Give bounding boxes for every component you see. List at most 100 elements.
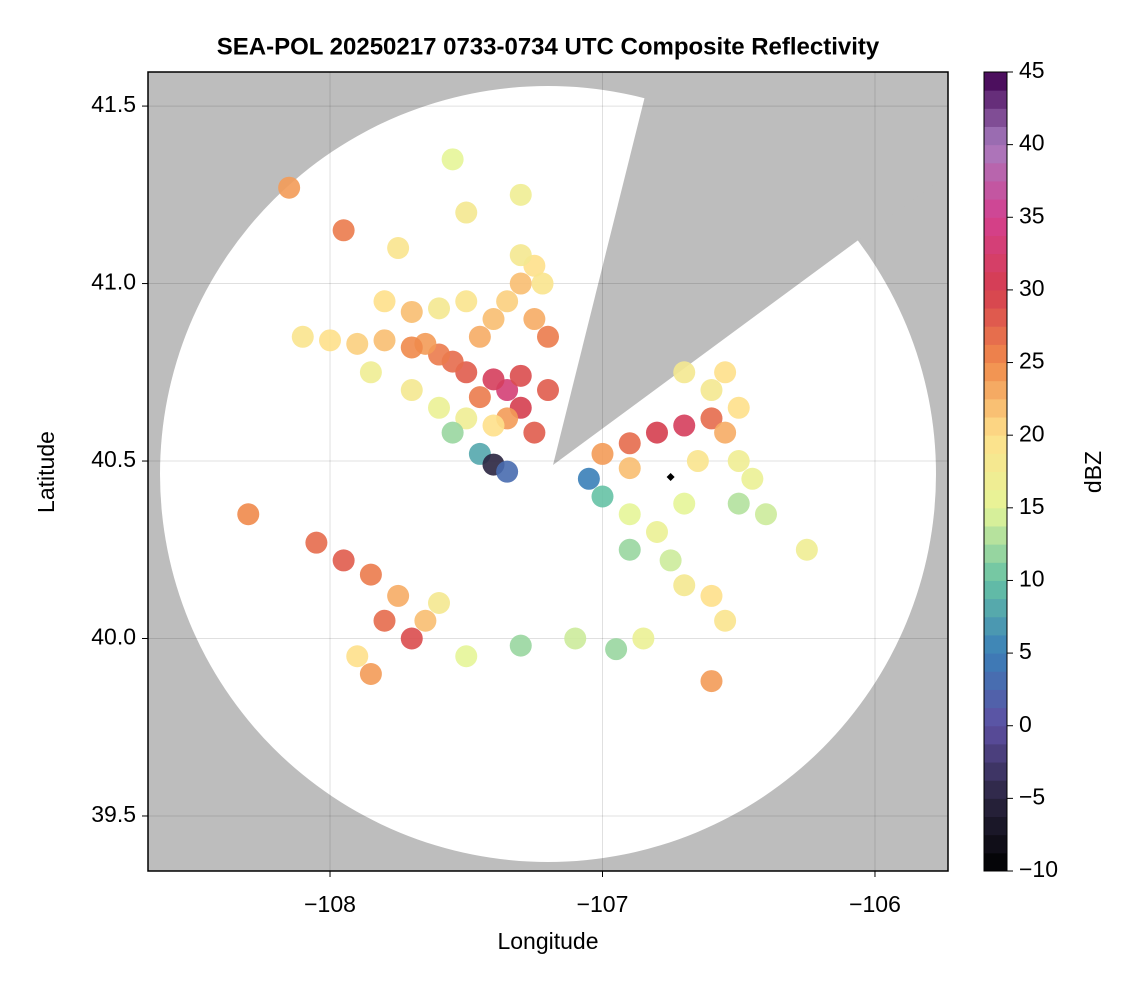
colorbar-band (984, 453, 1007, 472)
plot-frame (147, 71, 949, 872)
colorbar-tick-label: −5 (1019, 783, 1045, 809)
colorbar-band (984, 162, 1007, 182)
echo-cell (346, 645, 369, 668)
echo-cell (673, 574, 696, 597)
echo-cell (591, 485, 614, 508)
colorbar-band (984, 580, 1007, 600)
y-axis-label: Latitude (33, 431, 59, 513)
colorbar-tick-label: 20 (1019, 420, 1045, 446)
colorbar-band (984, 289, 1007, 309)
colorbar-band (984, 180, 1007, 200)
colorbar-tick-label: 15 (1019, 493, 1045, 519)
colorbar-band (984, 653, 1007, 672)
echo-cell (673, 361, 696, 384)
colorbar-band (984, 780, 1007, 799)
echo-cell (482, 368, 505, 391)
colorbar-band (984, 816, 1007, 836)
colorbar-band (984, 308, 1007, 327)
echo-cell (714, 421, 737, 444)
echo-cell (754, 503, 777, 526)
echo-cell (531, 272, 554, 295)
colorbar-band (984, 671, 1007, 690)
colorbar-band (984, 489, 1007, 509)
y-tick-label: 40.5 (91, 446, 136, 472)
colorbar-band (984, 507, 1007, 527)
colorbar-band (984, 689, 1007, 709)
echo-cell (305, 531, 328, 554)
echo-cell (618, 432, 641, 455)
colorbar-tick-label: 45 (1019, 57, 1045, 83)
echo-cell (645, 421, 668, 444)
echo-cell (414, 609, 437, 632)
colorbar-band (984, 380, 1007, 400)
echo-cell (400, 300, 423, 323)
echo-cell (605, 638, 628, 661)
colorbar-band (984, 834, 1007, 854)
colorbar-band (984, 108, 1007, 127)
echo-cell (673, 414, 696, 437)
echo-cell (509, 183, 532, 206)
echo-cell (509, 364, 532, 387)
echo-cell (373, 329, 396, 352)
echo-cell (523, 308, 546, 331)
echo-cell (400, 379, 423, 402)
colorbar-tick-label: 40 (1019, 130, 1045, 156)
echo-cell (441, 148, 464, 171)
colorbar-band (984, 471, 1007, 491)
echo-cell (400, 336, 423, 359)
echo-cell (509, 634, 532, 657)
chart-title: SEA-POL 20250217 0733-0734 UTC Composite… (217, 33, 880, 60)
colorbar-band (984, 90, 1007, 109)
echo-cell (618, 503, 641, 526)
echo-cell (291, 325, 314, 348)
echo-cell (455, 290, 478, 313)
echo-cell (727, 450, 750, 473)
colorbar-band (984, 344, 1007, 364)
echo-cell (523, 421, 546, 444)
echo-cell (727, 492, 750, 515)
echo-cell (387, 237, 410, 260)
colorbar-band (984, 417, 1007, 436)
echo-cell (359, 563, 382, 586)
y-tick-label: 41.5 (91, 91, 136, 117)
colorbar-band (984, 199, 1007, 218)
echo-cell (591, 442, 614, 465)
echo-cell (278, 176, 301, 199)
echo-cell (428, 297, 451, 320)
echo-cell (564, 627, 587, 650)
echo-cell (577, 467, 600, 490)
echo-cell (496, 290, 519, 313)
echo-cell (727, 396, 750, 419)
echo-cell (319, 329, 342, 352)
echo-cell (373, 609, 396, 632)
colorbar-band (984, 271, 1007, 291)
echo-cell (359, 361, 382, 384)
colorbar-band (984, 253, 1007, 273)
echo-cell (482, 308, 505, 331)
colorbar-tick-label: 5 (1019, 638, 1032, 664)
colorbar-band (984, 762, 1007, 781)
echo-cell (468, 386, 491, 409)
echo-cell (700, 670, 723, 693)
colorbar-band (984, 525, 1007, 545)
colorbar-tick-label: 10 (1019, 566, 1045, 592)
colorbar-band (984, 217, 1007, 236)
echo-cell (468, 325, 491, 348)
echo-cell (659, 549, 682, 572)
colorbar-band (984, 852, 1007, 872)
x-tick-label: −107 (577, 891, 629, 917)
colorbar-band (984, 235, 1007, 255)
colorbar-band (984, 743, 1007, 763)
echo-cell (700, 407, 723, 430)
plot-background (148, 72, 948, 871)
y-tick-label: 41.0 (91, 269, 136, 295)
colorbar-band (984, 798, 1007, 818)
colorbar-tick-label: 0 (1019, 711, 1032, 737)
echo-cell (509, 244, 532, 267)
echo-cell (537, 325, 559, 348)
colorbar-band (984, 398, 1007, 418)
echo-cell (509, 272, 532, 295)
x-tick-label: −106 (849, 891, 901, 917)
colorbar-band (984, 144, 1007, 164)
